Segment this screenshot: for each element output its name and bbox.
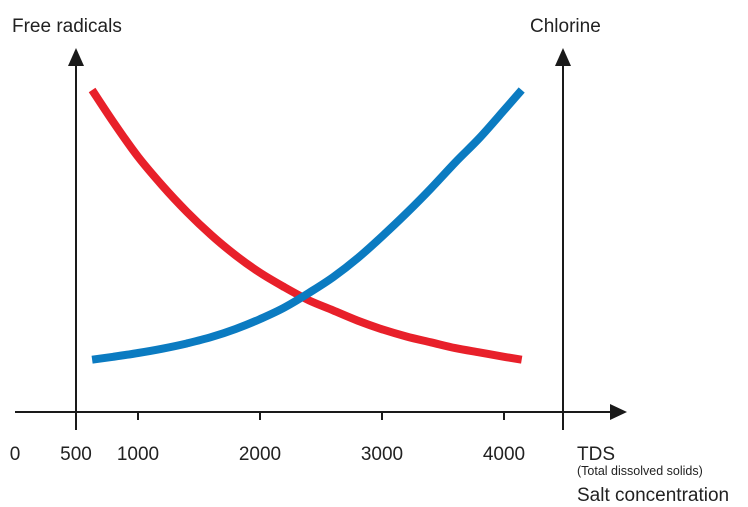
chlorine-curve: [91, 87, 525, 364]
x-axis-label: TDS: [577, 444, 615, 465]
axes: [15, 48, 627, 430]
curves: [88, 87, 525, 364]
x-tick-label: 4000: [483, 444, 525, 465]
x-tick-label: 1000: [117, 444, 159, 465]
right-axis-label: Chlorine: [530, 16, 601, 37]
right-axis-arrow-icon: [555, 48, 571, 66]
left-axis-label: Free radicals: [12, 16, 122, 37]
x-ticks: [137, 412, 505, 420]
x-tick-label: 500: [60, 444, 92, 465]
left-axis-arrow-icon: [68, 48, 84, 66]
x-axis-sublabel: (Total dissolved solids): [577, 464, 703, 478]
x-tick-label: 0: [10, 444, 21, 465]
x-tick-labels: 0 500 1000 2000 3000 4000: [10, 444, 525, 465]
x-tick-label: 3000: [361, 444, 403, 465]
x-tick-label: 2000: [239, 444, 281, 465]
free-radicals-curve: [88, 87, 523, 364]
x-axis-arrow-icon: [610, 404, 627, 420]
x-axis-label-2: Salt concentration: [577, 485, 729, 506]
